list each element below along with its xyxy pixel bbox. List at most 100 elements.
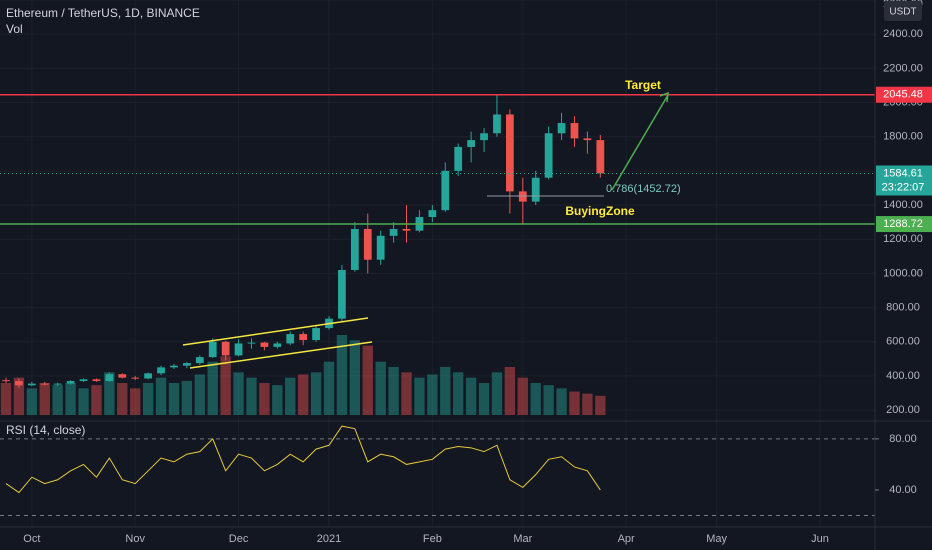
y-tick-label: 2200.00: [883, 62, 923, 74]
rsi-tick-label: 40.00: [889, 484, 917, 496]
volume-bar: [181, 380, 193, 415]
y-tick-label: 400.00: [886, 370, 920, 382]
candle-body: [208, 341, 217, 358]
volume-bar: [155, 377, 167, 415]
candle-body: [273, 343, 282, 347]
candle-body: [506, 114, 514, 192]
volume-bar: [336, 335, 348, 415]
volume-bar: [323, 361, 335, 415]
candle-body: [170, 365, 178, 368]
candle-body: [118, 374, 127, 378]
volume-bar: [388, 367, 399, 415]
volume-bar: [194, 374, 205, 415]
volume-bar: [130, 388, 141, 415]
currency-box: [884, 1, 922, 21]
volume-bar: [530, 383, 541, 415]
candle-body: [131, 377, 140, 379]
volume-bar: [427, 374, 438, 415]
y-tick-label: 1200.00: [883, 233, 923, 245]
candle-body: [92, 379, 101, 382]
rsi-title: RSI (14, close): [6, 423, 85, 437]
y-tick-label: 1400.00: [883, 199, 923, 211]
volume-bar: [543, 385, 554, 415]
volume-bar: [491, 372, 503, 415]
candle-body: [350, 228, 359, 270]
candle-body: [544, 133, 553, 178]
candle-body: [234, 343, 243, 356]
volume-bar: [207, 361, 218, 415]
candle-body: [27, 383, 36, 386]
volume-bar: [13, 377, 25, 415]
candle-body: [260, 342, 269, 347]
candle-body: [454, 146, 463, 171]
volume-bar: [375, 361, 386, 415]
candle-body: [376, 235, 385, 260]
volume-bar: [26, 388, 38, 415]
volume-bar: [453, 372, 464, 415]
channel-lower: [189, 341, 373, 369]
candle-body: [428, 210, 437, 218]
last-price-label: 1584.61: [883, 167, 923, 179]
candle-body: [441, 170, 450, 211]
currency-label: USDT: [889, 7, 916, 18]
volume-bar: [0, 383, 12, 415]
volume-bar: [65, 383, 76, 415]
volume-bar: [310, 372, 322, 415]
volume-bar: [52, 385, 63, 415]
channel-upper: [182, 317, 369, 346]
candle-body: [183, 363, 191, 366]
annotation: BuyingZone: [565, 204, 635, 218]
price-label: 2045.48: [883, 89, 923, 101]
volume-bar: [259, 383, 270, 415]
fib-label: 0.786(1452.72): [606, 183, 681, 195]
price-label-box: [876, 216, 932, 233]
arrow-head: [659, 91, 669, 103]
volume-bar: [504, 367, 516, 415]
volume-bar: [78, 388, 89, 415]
candle-body: [299, 334, 308, 341]
x-tick-label: Mar: [513, 533, 532, 545]
volume-bar: [440, 367, 451, 415]
candle-body: [570, 123, 579, 139]
y-tick-label: 1000.00: [883, 267, 923, 279]
candle-body: [402, 228, 411, 231]
volume-bar: [91, 385, 102, 415]
candle-body: [596, 140, 605, 174]
candle-body: [195, 357, 204, 364]
x-tick-label: Jun: [811, 533, 829, 545]
volume-bar: [465, 377, 477, 415]
price-label-box: [876, 86, 932, 103]
candle-body: [389, 228, 398, 236]
candle-body: [467, 140, 475, 147]
volume-bar: [39, 383, 50, 415]
candle-body: [583, 138, 592, 141]
annotation: Target: [625, 78, 661, 92]
candle-body: [531, 177, 540, 202]
volume-bar: [168, 383, 180, 415]
volume-bar: [272, 385, 283, 415]
candle-body: [312, 328, 320, 341]
volume-bar: [478, 383, 490, 415]
volume-bar: [569, 391, 580, 415]
volume-bar: [401, 372, 412, 415]
volume-bar: [414, 377, 425, 415]
candle-body: [66, 381, 75, 384]
volume-bar: [297, 374, 309, 415]
x-tick-label: Feb: [423, 533, 442, 545]
y-tick-label: 1800.00: [883, 131, 923, 143]
volume-bar: [220, 356, 231, 415]
y-tick-label: 2400.00: [883, 28, 923, 40]
candle-body: [105, 374, 114, 382]
x-tick-label: 2021: [317, 533, 341, 545]
volume-bar: [582, 393, 593, 415]
candle-body: [338, 269, 346, 319]
candle-body: [221, 341, 230, 356]
candle-body: [15, 381, 23, 386]
candle-body: [480, 133, 488, 141]
candle-body: [53, 383, 62, 385]
candle-body: [2, 380, 10, 382]
candle-body: [144, 373, 152, 379]
target-arrow: [611, 94, 669, 191]
